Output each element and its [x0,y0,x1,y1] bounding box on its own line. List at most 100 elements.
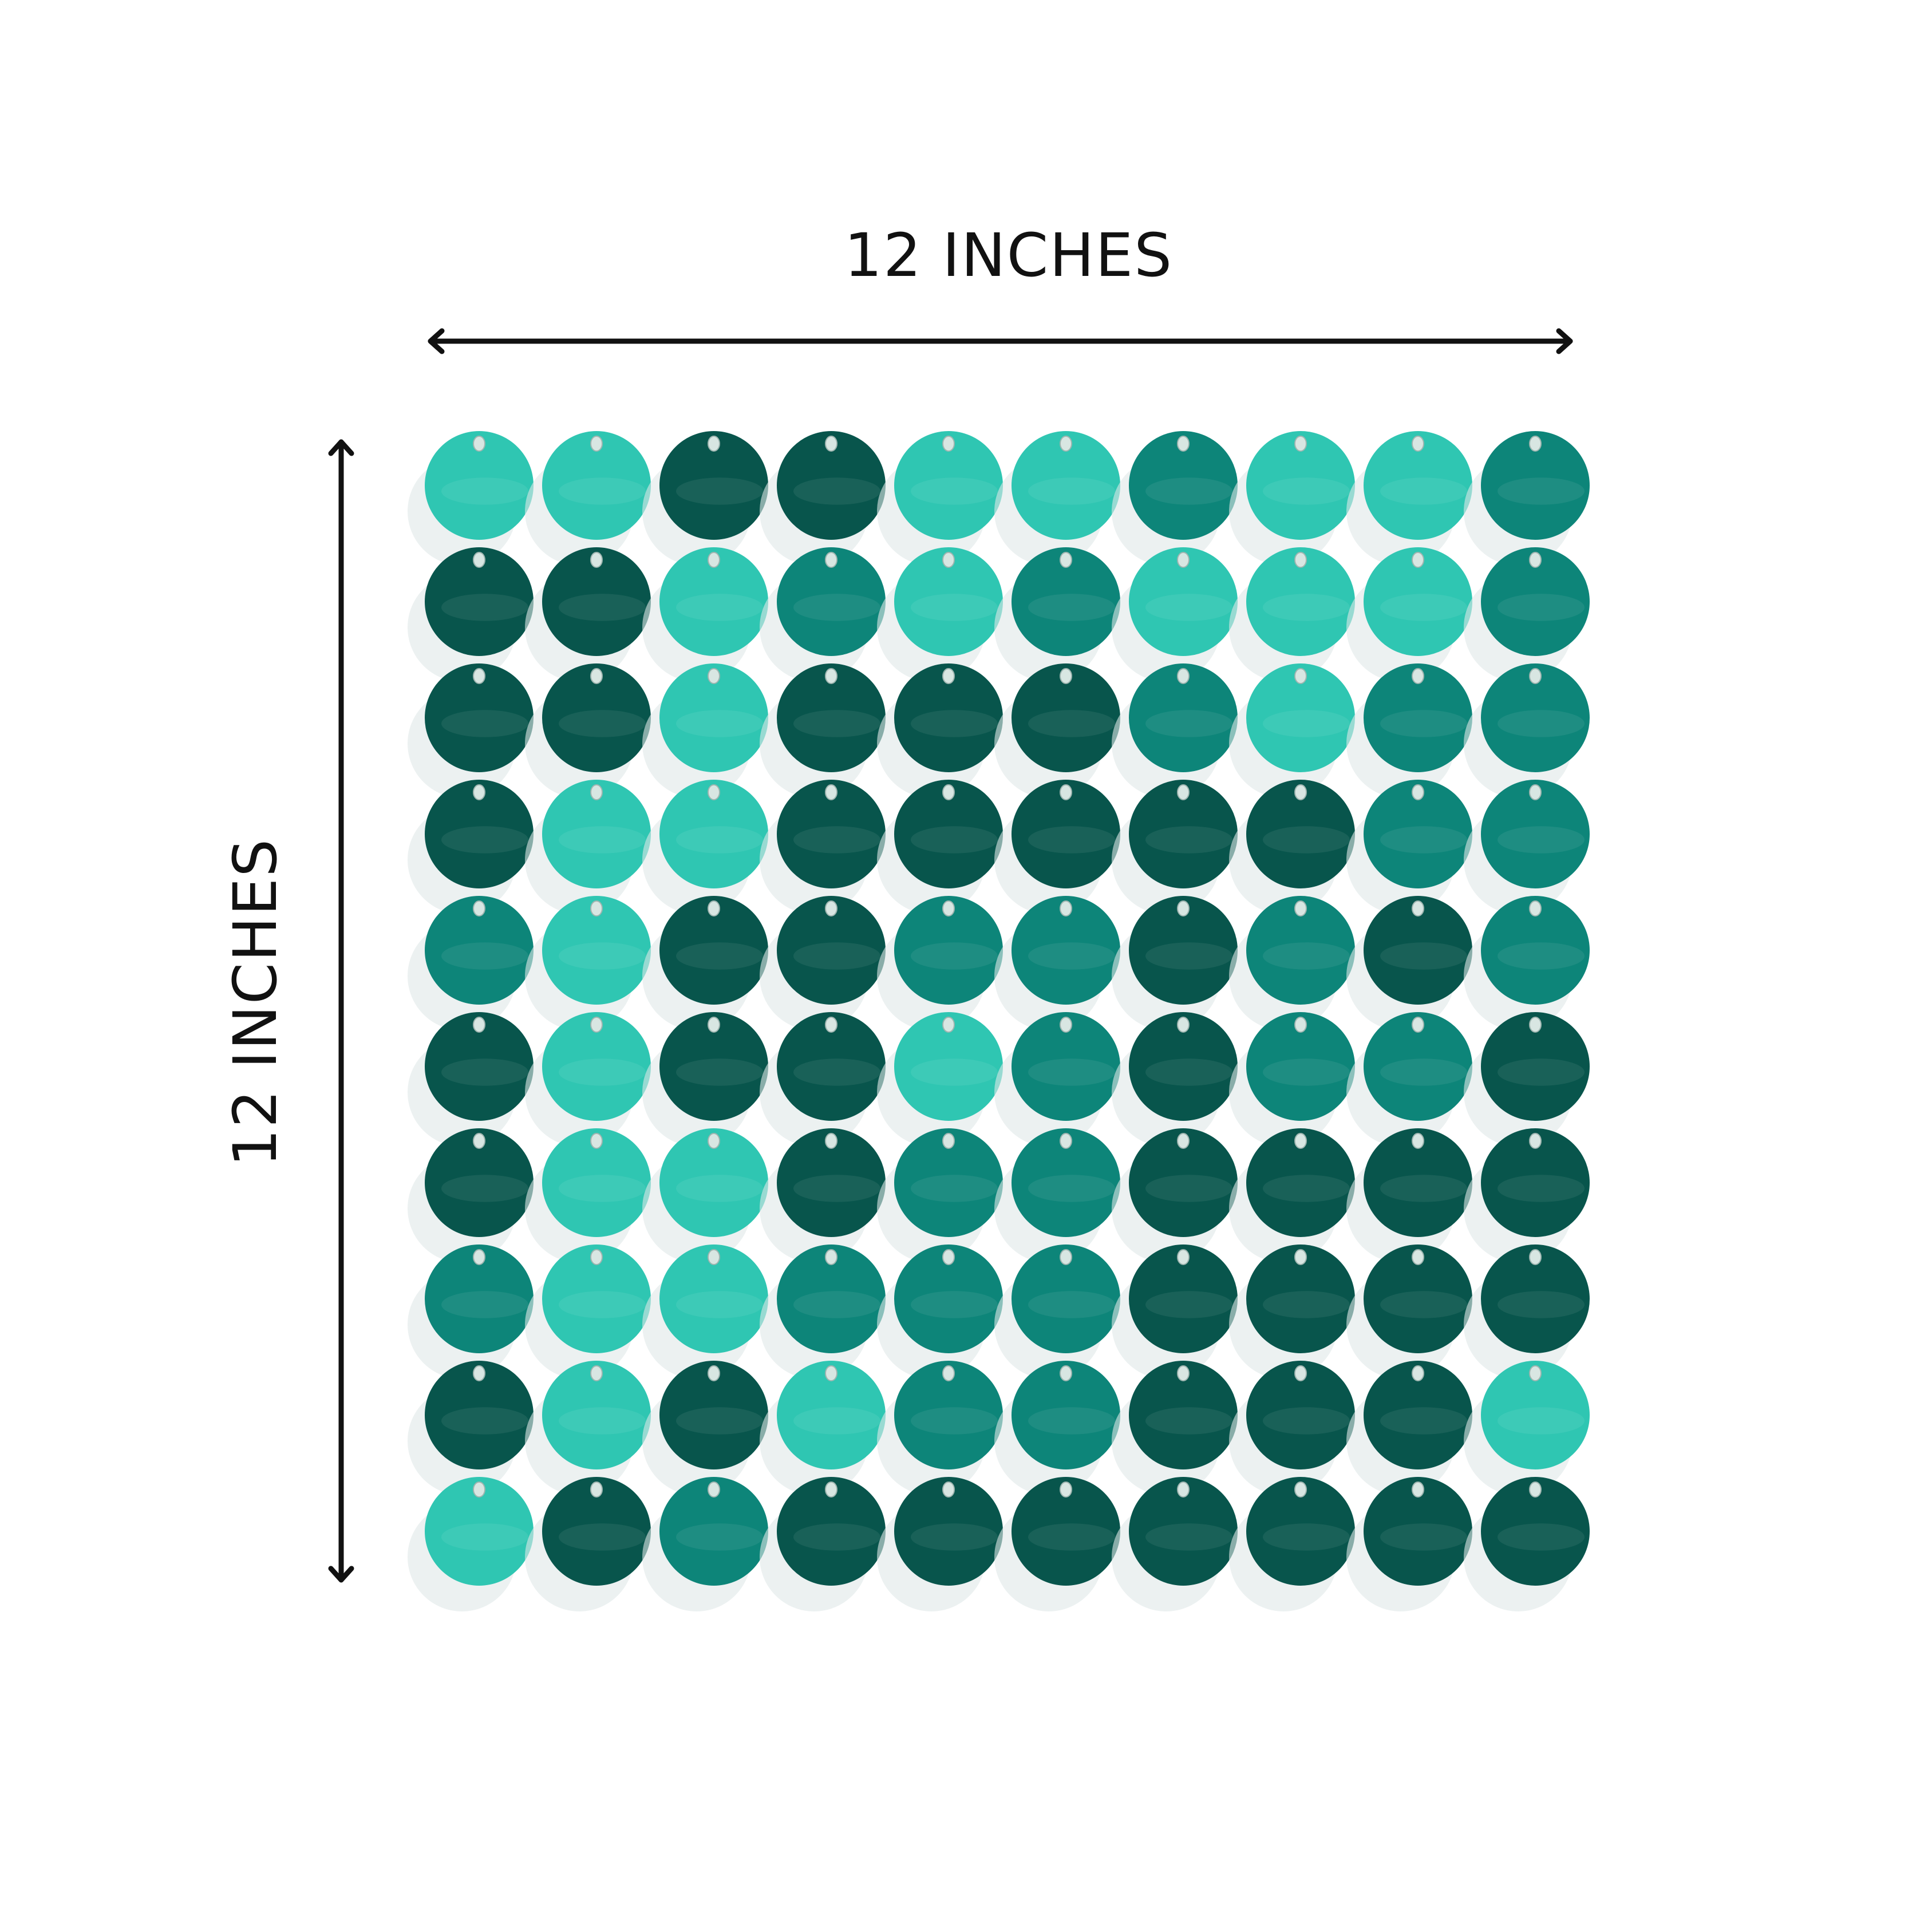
sequin [408,663,534,798]
sequin-sheen [1145,594,1232,621]
sequin-disc [659,1244,768,1353]
sequin-sheen [911,594,998,621]
sequin-disc [425,896,534,1005]
sequin [1464,780,1590,914]
sequin-hole [1412,668,1424,684]
sequin [408,547,534,682]
sequin-sheen [1145,1058,1232,1086]
sequin-hole [1294,1133,1307,1149]
sequin-sheen [1380,1058,1467,1086]
sequin-sheen [676,826,763,854]
sequin-sheen [559,594,646,621]
sequin-disc [777,1128,886,1237]
sequin [408,1012,534,1147]
sequin-hole [942,552,955,568]
sequin-hole [1177,1249,1190,1265]
sequin-sheen [793,1058,880,1086]
sequin-disc [659,1477,768,1586]
sequin-hole [942,784,955,800]
sequin-disc [659,896,768,1005]
sequin-hole [590,1017,603,1033]
sequin-disc [1246,1477,1355,1586]
sequin-disc [894,547,1003,656]
sequin-disc [894,1361,1003,1469]
sequin [877,1361,1003,1495]
sequin [642,896,768,1030]
sequin-sheen [911,1291,998,1318]
sequin-disc [1481,1361,1590,1469]
sequin-sheen [793,1291,880,1318]
sequin-disc [1481,1477,1590,1586]
sequin [525,1128,651,1263]
sequin-sheen [441,1175,528,1202]
sequin-hole [1177,900,1190,916]
sequin-hole [1412,1249,1424,1265]
sequin [1112,780,1238,914]
sequin-sheen [1263,826,1350,854]
sequin-disc [1129,780,1238,888]
sequin [1346,1012,1472,1147]
sequin-hole [590,1365,603,1381]
sequin [877,1477,1003,1611]
sequin [760,1128,886,1263]
sequin-sheen [1498,477,1585,505]
sequin-sheen [1145,710,1232,737]
sequin-sheen [1498,710,1585,737]
sequin-sheen [676,594,763,621]
sequin-disc [1246,1128,1355,1237]
sequin-sheen [441,942,528,970]
sequin-sheen [1498,594,1585,621]
sequin-hole [590,1133,603,1149]
sequin-hole [473,1365,485,1381]
sequin-sheen [1028,942,1115,970]
sequin-disc [894,663,1003,772]
sequin-sheen [793,1407,880,1435]
sequin-sheen [559,1523,646,1551]
sequin-hole [1060,668,1072,684]
sequin-disc [777,663,886,772]
sequin-sheen [1028,1291,1115,1318]
sequin [1346,431,1472,566]
sequin-sheen [911,1523,998,1551]
sequin-disc [1481,547,1590,656]
sequin-hole [1177,1133,1190,1149]
sequin [994,431,1120,566]
sequin [1112,1012,1238,1147]
sequin [408,1128,534,1263]
sequin-hole [1294,1481,1307,1498]
sequin-hole [1412,784,1424,800]
sequin-disc [1129,1361,1238,1469]
sequin [994,1477,1120,1611]
sequin-disc [1481,1012,1590,1121]
sequin-disc [1246,1012,1355,1121]
sequin [1346,896,1472,1030]
sequin-sheen [793,942,880,970]
sequin [1112,431,1238,566]
sequin-disc [1481,780,1590,888]
sequin-disc [542,431,651,540]
sequin [1464,1477,1590,1611]
sequin [1346,780,1472,914]
sequin-sheen [1380,1291,1467,1318]
sequin-hole [1294,900,1307,916]
sequin [642,1012,768,1147]
sequin [1346,663,1472,798]
sequin-sheen [1145,942,1232,970]
sequin [760,1012,886,1147]
sequin-disc [542,1477,651,1586]
sequin [877,1012,1003,1147]
sequin [877,896,1003,1030]
sequin-disc [777,547,886,656]
sequin-disc [1364,1477,1472,1586]
sequin-disc [1129,1128,1238,1237]
sequin-hole [1529,552,1542,568]
sequin-sheen [1380,594,1467,621]
sequin [1112,663,1238,798]
sequin-sheen [793,826,880,854]
sequin-hole [708,1249,720,1265]
sequin-hole [473,784,485,800]
sequin-sheen [676,1175,763,1202]
sequin [525,663,651,798]
sequin-sheen [559,826,646,854]
